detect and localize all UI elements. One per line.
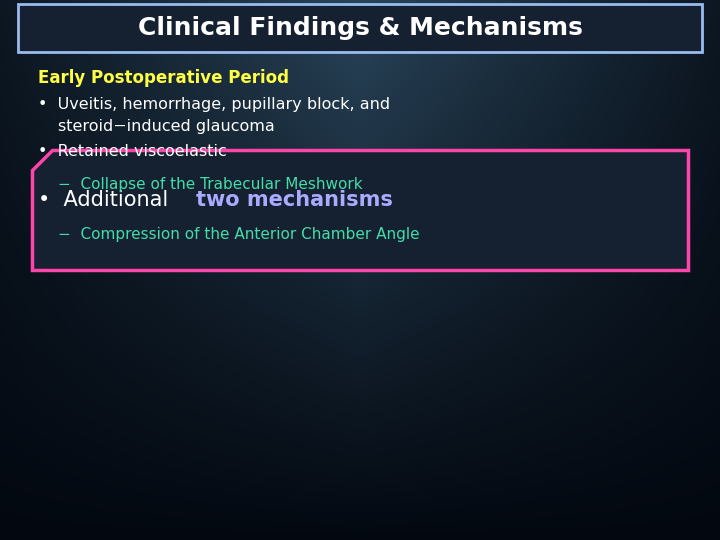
- Text: −  Collapse of the Trabecular Meshwork: − Collapse of the Trabecular Meshwork: [58, 178, 363, 192]
- Polygon shape: [32, 150, 688, 270]
- Text: steroid−induced glaucoma: steroid−induced glaucoma: [58, 119, 275, 134]
- Text: −  Compression of the Anterior Chamber Angle: − Compression of the Anterior Chamber An…: [58, 227, 420, 242]
- FancyBboxPatch shape: [18, 4, 702, 52]
- Text: Clinical Findings & Mechanisms: Clinical Findings & Mechanisms: [138, 16, 582, 40]
- Text: •  Additional: • Additional: [38, 190, 175, 210]
- Text: •  Uveitis, hemorrhage, pupillary block, and: • Uveitis, hemorrhage, pupillary block, …: [38, 98, 390, 112]
- Text: •  Retained viscoelastic: • Retained viscoelastic: [38, 144, 227, 159]
- Text: Early Postoperative Period: Early Postoperative Period: [38, 69, 289, 87]
- Text: two mechanisms: two mechanisms: [196, 190, 393, 210]
